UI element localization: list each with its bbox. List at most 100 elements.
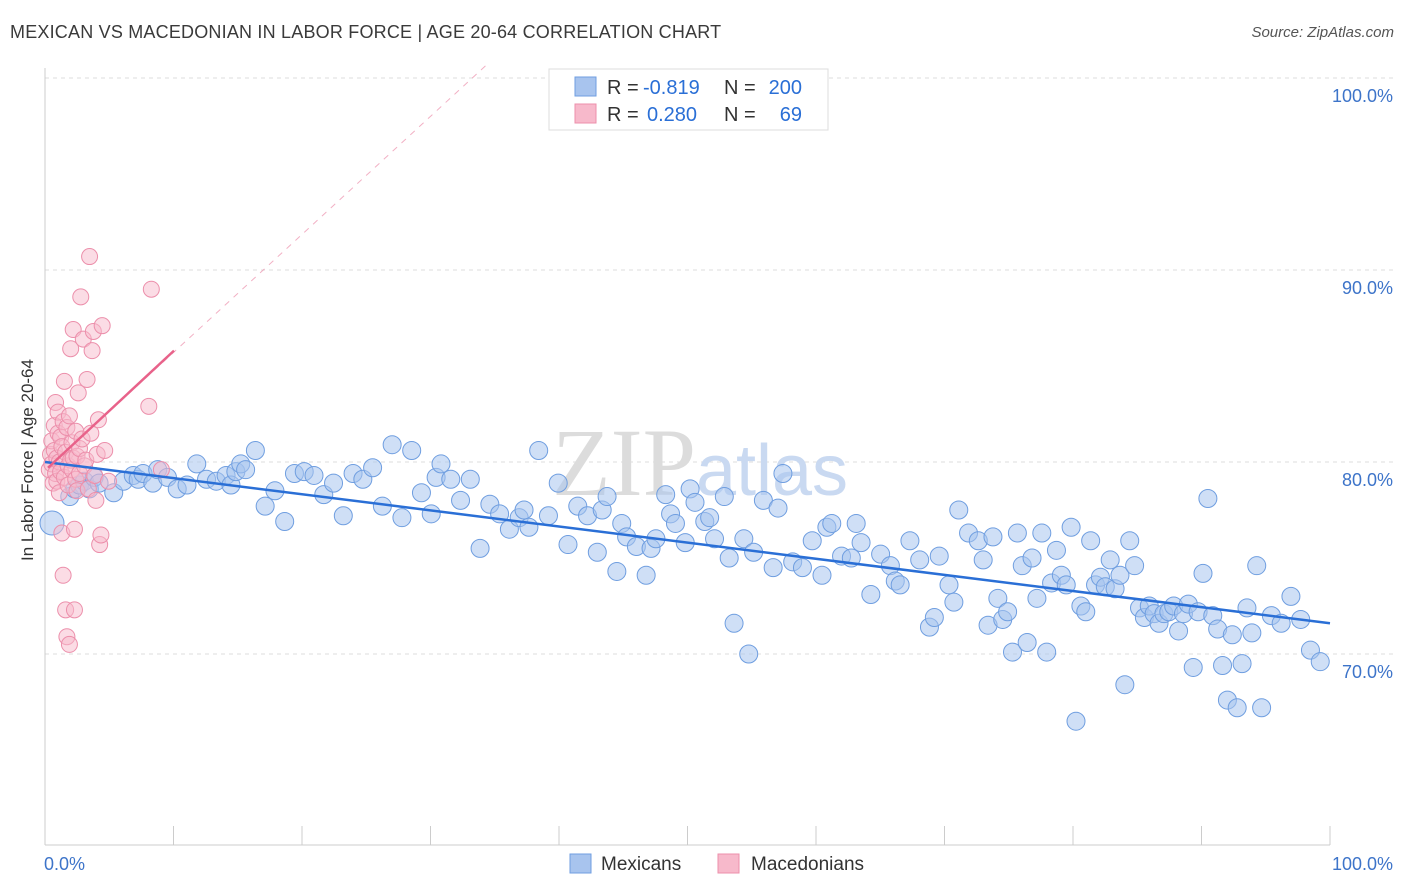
mexicans-point	[402, 440, 422, 460]
stats-n-value-mexicans: 200	[769, 77, 802, 99]
mexicans-point	[861, 584, 881, 604]
mexicans-point	[1227, 698, 1247, 718]
stats-n-value-macedonians: 69	[780, 104, 802, 126]
x-tick-label: 100.0%	[1332, 854, 1393, 874]
mexicans-point	[587, 542, 607, 562]
mexicans-point	[900, 531, 920, 551]
mexicans-point	[944, 592, 964, 612]
macedonians-point	[99, 472, 117, 490]
mexicans-point	[333, 506, 353, 526]
macedonians-point	[87, 491, 105, 509]
mexicans-point	[1007, 523, 1027, 543]
macedonians-point	[78, 370, 96, 388]
mexicans-point	[983, 527, 1003, 547]
mexicans-point	[363, 458, 383, 478]
mexicans-point	[411, 483, 431, 503]
mexicans-point	[739, 644, 759, 664]
mexicans-point	[773, 464, 793, 484]
mexicans-point	[802, 531, 822, 551]
stats-r-label-mexicans: R =	[607, 77, 639, 99]
mexicans-point	[1027, 588, 1047, 608]
chart-source: Source: ZipAtlas.com	[1251, 24, 1394, 41]
stats-box: R = -0.819 N = 200 R = 0.280 N = 69	[548, 68, 829, 131]
stats-n-label-mexicans: N =	[724, 77, 756, 99]
mexicans-point	[988, 588, 1008, 608]
mexicans-point	[607, 561, 627, 581]
mexicans-point	[1076, 602, 1096, 622]
macedonians-point	[54, 566, 72, 584]
legend-label-mexicans[interactable]: Mexicans	[601, 854, 681, 875]
mexicans-point	[939, 575, 959, 595]
mexicans-point	[685, 492, 705, 512]
macedonians-point	[92, 526, 110, 544]
macedonians-point	[69, 384, 87, 402]
macedonians-point	[72, 288, 90, 306]
trend-lines	[44, 62, 1331, 625]
mexicans-point	[822, 513, 842, 533]
mexicans-point	[1003, 642, 1022, 662]
mexicans-point	[851, 533, 871, 553]
mexicans-point	[1252, 698, 1272, 718]
chart-title: MEXICAN VS MACEDONIAN IN LABOR FORCE | A…	[10, 22, 722, 42]
macedonians-point	[55, 372, 73, 390]
legend-swatch-macedonians[interactable]	[717, 853, 740, 874]
mexicans-point	[1193, 563, 1213, 583]
legend-label-macedonians[interactable]: Macedonians	[751, 854, 864, 875]
mexicans-point	[236, 460, 256, 480]
mexicans-point	[1017, 632, 1037, 652]
mexicans-point	[1310, 652, 1330, 672]
mexicans-point	[514, 500, 534, 520]
y-tick-label: 90.0%	[1342, 278, 1393, 298]
mexicans-point	[187, 454, 207, 474]
mexicans-point	[1022, 548, 1042, 568]
mexicans-point	[714, 487, 734, 507]
mexicans-point	[255, 496, 275, 516]
macedonians-point	[62, 340, 80, 358]
mexicans-point	[665, 513, 685, 533]
legend: Mexicans Macedonians	[569, 853, 864, 875]
mexicans-point	[275, 512, 295, 532]
mexicans-point	[1110, 565, 1130, 585]
mexicans-point	[597, 487, 617, 507]
macedonians-point	[93, 317, 111, 335]
mexicans-point	[382, 435, 402, 455]
mexicans-point	[1183, 657, 1203, 677]
x-tick-label: 0.0%	[44, 854, 85, 874]
y-tick-label: 80.0%	[1342, 470, 1393, 490]
mexicans-point	[421, 504, 441, 524]
macedonians-point	[140, 397, 158, 415]
mexicans-point	[1222, 625, 1242, 645]
mexicans-point	[700, 508, 720, 528]
mexicans-point	[1198, 488, 1218, 508]
mexicans-point	[924, 608, 944, 628]
mexicans-point	[1115, 675, 1135, 695]
mexicans-point	[973, 550, 993, 570]
macedonians-point	[60, 407, 78, 425]
mexicans-point	[812, 565, 832, 585]
y-tick-label: 70.0%	[1342, 662, 1393, 682]
macedonians-point	[142, 280, 160, 298]
mexicans-point	[1247, 556, 1267, 576]
stats-swatch-macedonians	[574, 103, 597, 124]
mexicans-point	[1081, 531, 1101, 551]
grid-lines	[45, 77, 1395, 655]
mexicans-point	[768, 498, 788, 518]
legend-swatch-mexicans[interactable]	[569, 853, 592, 874]
mexicans-point	[1100, 550, 1120, 570]
mexicans-point	[1125, 556, 1145, 576]
macedonians-point	[81, 248, 99, 266]
mexicans-point	[763, 558, 783, 578]
mexicans-point	[910, 550, 930, 570]
mexicans-point	[656, 485, 676, 505]
mexicans-point	[245, 440, 265, 460]
mexicans-point	[1032, 523, 1052, 543]
x-tick-labels: 0.0% 100.0%	[44, 854, 1393, 874]
mexicans-point	[636, 565, 656, 585]
mexicans-point	[460, 469, 480, 489]
mexicans-point	[705, 529, 725, 549]
mexicans-point	[846, 513, 866, 533]
mexicans-point	[1066, 711, 1086, 731]
axes	[44, 68, 1331, 846]
mexicans-point	[724, 613, 744, 633]
mexicans-point	[558, 535, 578, 555]
